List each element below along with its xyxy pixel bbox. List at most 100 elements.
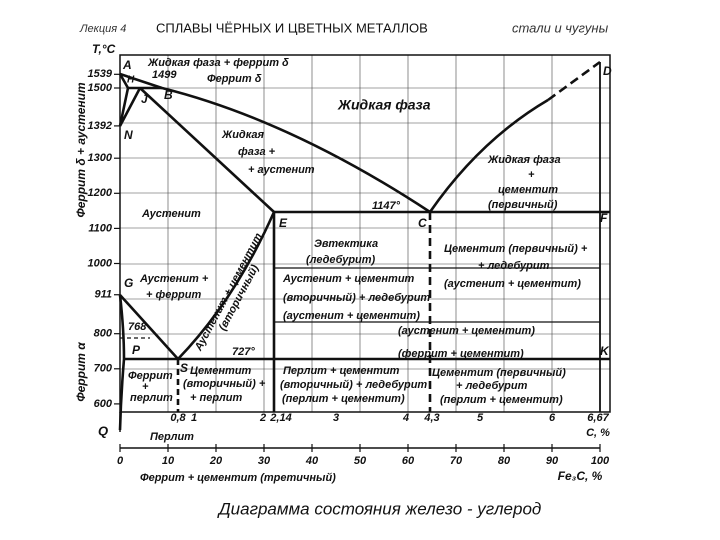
temperature-tick-label: 1100	[88, 222, 113, 234]
caption: Диаграмма состояния железо - углерод	[217, 499, 542, 518]
carbon-axis-label: C, %	[586, 427, 610, 439]
region-label: Феррит + цементит (третичный)	[140, 472, 336, 484]
point-label: B	[164, 88, 173, 102]
temperature-tick-label: 1200	[88, 187, 113, 199]
carbon-tick: 1	[191, 412, 197, 424]
point-label: J	[141, 92, 148, 106]
region-label: Жидкая	[221, 129, 265, 141]
region-label: Цементит (первичный) +	[444, 243, 588, 255]
temperature-label: 727°	[232, 346, 255, 358]
temperature-label: 768	[128, 321, 147, 333]
lecture-label: Лекция 4	[79, 23, 126, 35]
carbon-tick: 2,14	[269, 412, 291, 424]
region-label: Цементит (первичный)	[432, 367, 566, 379]
fe3c-tick-label: 100	[591, 455, 610, 467]
fe3c-tick-label: 80	[498, 455, 511, 467]
region-label: Феррит	[128, 370, 173, 382]
slide-title: СПЛАВЫ ЧЁРНЫХ И ЦВЕТНЫХ МЕТАЛЛОВ	[156, 20, 428, 35]
slide-subtitle: стали и чугуны	[512, 20, 609, 35]
fe3c-tick-label: 50	[354, 455, 367, 467]
frame	[119, 54, 611, 413]
region-label: + аустенит	[248, 164, 315, 176]
region-label: (ледебурит)	[306, 254, 376, 266]
fe3c-tick-label: 70	[450, 455, 463, 467]
region-label: (перлит + цементит)	[440, 394, 563, 406]
region-label: (вторичный) +	[183, 378, 266, 390]
temperature-tick-label: 800	[94, 328, 113, 340]
point-label: Q	[98, 423, 108, 438]
temperature-tick-label: 1539	[88, 68, 113, 80]
carbon-tick: 6	[549, 412, 556, 424]
axis-title: T,°C	[92, 42, 116, 56]
phase-lines	[118, 60, 610, 431]
region-label: (аустенит + цементит)	[283, 310, 420, 322]
carbon-tick: 6,67	[587, 412, 609, 424]
region-label: (аустенит + цементит)	[444, 278, 581, 290]
point-label: C	[418, 216, 427, 230]
region-label: фаза +	[238, 146, 276, 158]
region-label: + феррит	[146, 289, 201, 301]
region-label: Цементит	[190, 365, 252, 377]
temperature-tick-label: 1392	[88, 120, 112, 132]
region-label: + ледебурит	[456, 380, 528, 392]
temperature-tick-label: 700	[94, 363, 113, 375]
region-label: Перлит	[150, 431, 194, 443]
carbon-tick: 5	[477, 412, 484, 424]
fe3c-tick-label: 20	[209, 455, 223, 467]
side-label: Феррит δ + аустенит	[74, 82, 88, 218]
fe3c-tick-label: 60	[402, 455, 415, 467]
region-label: (вторичный) + ледебурит	[280, 379, 427, 391]
carbon-tick: 0,8	[170, 412, 186, 424]
point-label: K	[600, 344, 610, 358]
carbon-tick: 4,3	[423, 412, 439, 424]
fe3c-axis-label: Fe₃C, %	[558, 469, 603, 483]
region-label: перлит	[130, 392, 173, 404]
region-label: Жидкая фаза + феррит δ	[147, 57, 289, 69]
fe3c-tick-label: 10	[162, 455, 175, 467]
region-label: (феррит + цементит)	[398, 348, 524, 360]
point-label: E	[279, 216, 288, 230]
region-label: (вторичный) + ледебурит	[283, 292, 430, 304]
temperature-tick-label: 1000	[88, 257, 113, 269]
fe3c-tick-label: 0	[117, 455, 124, 467]
carbon-tick: 2	[259, 412, 266, 424]
point-label: D	[603, 64, 612, 78]
point-label: F	[600, 211, 608, 225]
fe3c-tick-label: 40	[305, 455, 319, 467]
region-label: +	[528, 169, 535, 181]
temperature-label: 1499	[152, 69, 177, 81]
region-label: Аустенит	[141, 208, 201, 220]
fe3c-tick-label: 90	[546, 455, 559, 467]
region-label: (первичный)	[488, 199, 558, 211]
region-label: Эвтектика	[314, 238, 378, 250]
temperature-tick-label: 1300	[88, 152, 113, 164]
point-label: A	[122, 58, 132, 72]
temperature-tick-label: 1500	[88, 82, 113, 94]
grid	[120, 55, 610, 412]
point-label: G	[124, 276, 133, 290]
region-label: (аустенит + цементит)	[398, 325, 535, 337]
region-label: + перлит	[190, 392, 242, 404]
region-label: Аустенит + цементит	[192, 231, 265, 354]
region-label: +	[142, 381, 149, 393]
point-label: S	[180, 361, 188, 375]
region-label: Аустенит +	[139, 273, 209, 285]
point-label: H	[127, 75, 135, 86]
region-label: Феррит δ	[207, 73, 262, 85]
fe3c-tick-label: 30	[258, 455, 271, 467]
region-label: цементит	[498, 184, 558, 196]
region-label: Жидкая фаза	[337, 97, 431, 113]
region-label: + ледебурит	[478, 260, 550, 272]
region-label: (перлит + цементит)	[282, 393, 405, 405]
temperature-tick-label: 600	[94, 398, 113, 410]
region-label: Жидкая фаза	[487, 154, 561, 166]
carbon-tick: 4	[402, 412, 409, 424]
side-label: Феррит α	[74, 342, 88, 402]
temperature-label: 1147°	[372, 200, 401, 212]
point-label: N	[124, 128, 133, 142]
temperature-tick-label: 911	[94, 289, 112, 301]
carbon-tick: 3	[333, 412, 339, 424]
point-label: P	[132, 343, 141, 357]
